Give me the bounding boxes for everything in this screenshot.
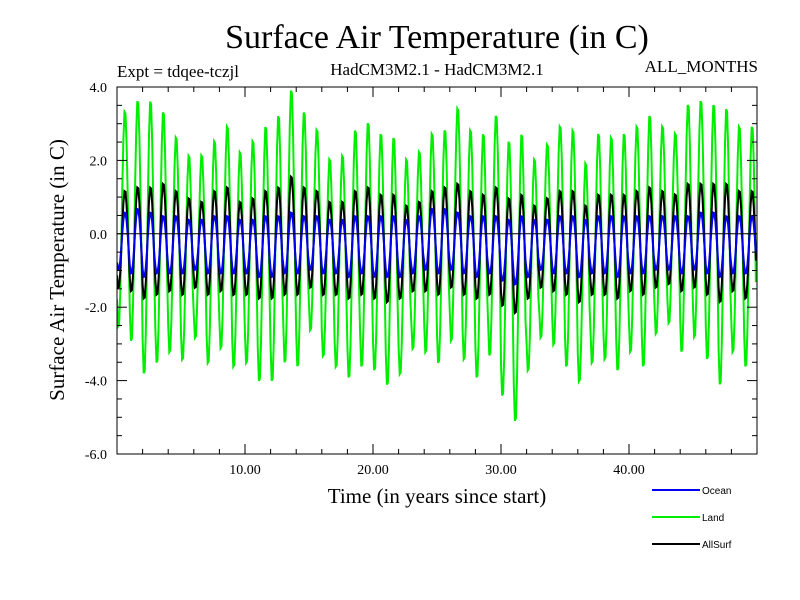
x-axis-label: Time (in years since start) (328, 484, 547, 508)
x-tick-label: 30.00 (485, 463, 517, 478)
months-label: ALL_MONTHS (645, 57, 758, 76)
legend-label-land: Land (702, 513, 724, 524)
y-tick-label: -2.0 (85, 301, 107, 316)
x-tick-label: 40.00 (613, 463, 645, 478)
experiment-label: Expt = tdqee-tczjl (117, 62, 239, 81)
legend: Ocean Land AllSurf (652, 486, 732, 551)
y-tick-label: -6.0 (85, 448, 107, 463)
y-tick-label: 4.0 (90, 81, 108, 96)
y-axis-label: Surface Air Temperature (in C) (45, 139, 69, 401)
legend-label-allsurf: AllSurf (702, 540, 732, 551)
y-tick-label: 2.0 (90, 154, 108, 169)
y-tick-label: 0.0 (90, 228, 108, 243)
axis-layer: -6.0 -4.0 -2.0 0.0 2.0 4.0 10.00 20.00 30.00 40.0… (85, 81, 757, 478)
x-tick-label: 20.00 (357, 463, 389, 478)
series-layer (117, 90, 757, 422)
x-tick-label: 10.00 (229, 463, 261, 478)
chart-title: Surface Air Temperature (in C) (225, 19, 649, 56)
legend-label-ocean: Ocean (702, 486, 731, 497)
y-tick-label: -4.0 (85, 375, 107, 390)
series-line-ocean (117, 207, 757, 286)
model-label: HadCM3M2.1 - HadCM3M2.1 (330, 60, 543, 79)
